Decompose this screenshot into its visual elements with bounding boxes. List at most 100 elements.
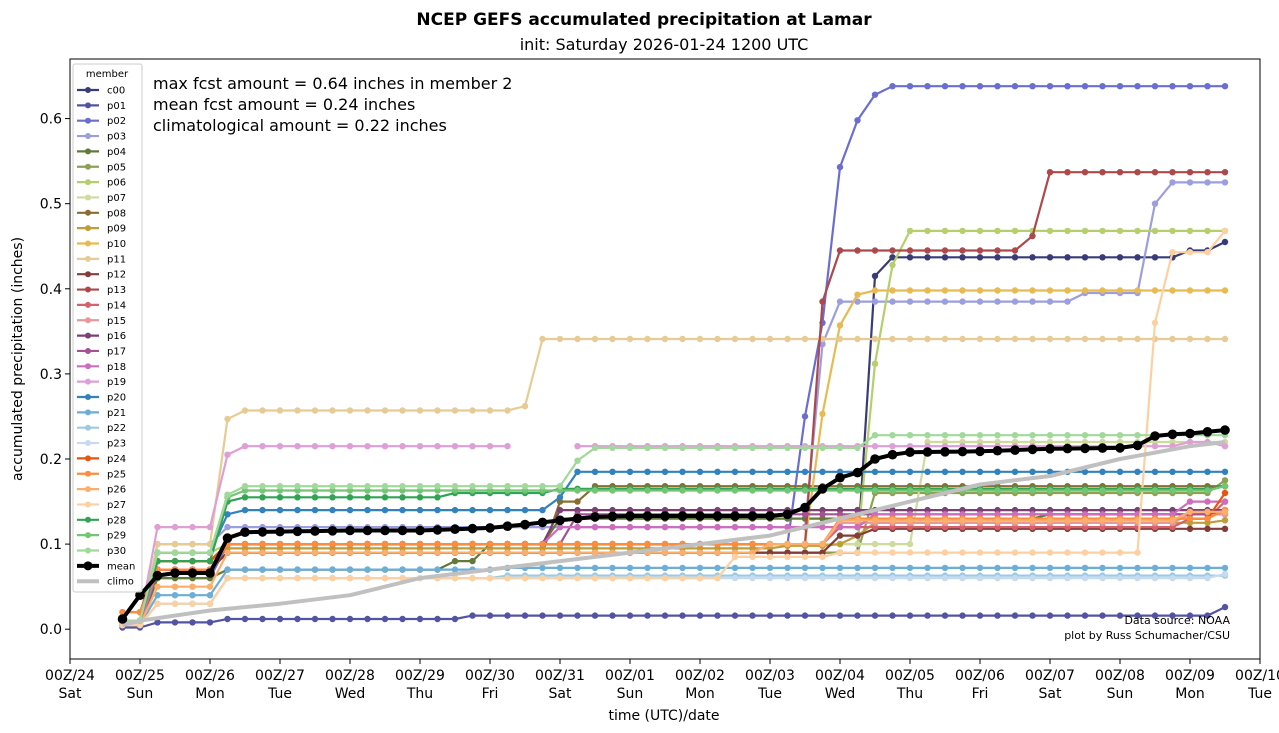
point-p18 (749, 523, 756, 531)
point-p06 (994, 227, 1001, 235)
y-axis-label: accumulated precipitation (inches) (10, 237, 26, 481)
point-p03 (1151, 200, 1159, 207)
mean-point (940, 447, 950, 457)
point-p11 (801, 335, 809, 343)
point-p20 (626, 468, 634, 475)
point-p10 (1169, 287, 1176, 294)
point-p21 (346, 566, 354, 573)
point-p21 (276, 566, 284, 573)
legend-item-p08: p08 (77, 208, 126, 219)
point-p25 (609, 540, 616, 548)
point-p11 (329, 407, 336, 414)
point-p25 (1186, 515, 1194, 522)
legend-item-p29: p29 (77, 531, 126, 542)
point-p26 (1046, 517, 1054, 524)
point-p11 (1169, 335, 1176, 343)
point-p25 (749, 540, 756, 548)
point-p27 (661, 574, 669, 582)
point-p26 (276, 549, 284, 556)
point-p27 (1011, 549, 1019, 556)
point-p02 (854, 117, 861, 124)
point-p01 (591, 612, 599, 619)
point-p26 (171, 583, 179, 590)
point-p20 (1134, 468, 1141, 475)
point-p30 (434, 483, 441, 490)
point-p04 (469, 557, 476, 565)
point-p28 (206, 557, 214, 565)
point-p28 (434, 494, 441, 501)
point-p10 (1064, 287, 1071, 294)
point-p11 (574, 335, 581, 343)
point-p21 (784, 564, 791, 572)
legend-label: p02 (107, 116, 126, 127)
legend-marker (85, 347, 91, 354)
point-p01 (189, 619, 196, 626)
point-p29 (1134, 487, 1141, 494)
point-p30 (994, 432, 1001, 439)
point-p29 (574, 487, 581, 494)
point-p29 (679, 487, 686, 494)
point-p28 (329, 494, 336, 501)
point-p27 (539, 574, 546, 582)
point-p02 (906, 83, 914, 90)
point-p30 (959, 432, 966, 439)
point-p07 (906, 540, 914, 548)
legend-item-p16: p16 (77, 331, 126, 342)
legend-item-p17: p17 (77, 346, 126, 357)
point-p26 (801, 540, 809, 548)
series-line-p11 (122, 337, 1225, 622)
point-p18 (696, 523, 704, 531)
point-p11 (766, 335, 774, 343)
point-p11 (381, 407, 389, 414)
point-p26 (941, 517, 949, 524)
data-source-credit: Data source: NOAA (1124, 614, 1230, 627)
x-tick-label: 00Z/06 (955, 668, 1005, 684)
point-p25 (364, 540, 371, 548)
mean-point (222, 533, 233, 543)
point-p01 (486, 612, 494, 619)
legend-item-p07: p07 (77, 193, 126, 204)
climo-line (122, 440, 1226, 627)
point-p27 (731, 553, 739, 561)
point-p28 (311, 494, 319, 501)
point-p27 (749, 553, 756, 561)
point-p26 (416, 549, 424, 556)
point-p25 (626, 540, 634, 548)
x-tick-label: 00Z/05 (885, 668, 935, 684)
point-p26 (1186, 508, 1194, 515)
point-p02 (1029, 83, 1036, 90)
point-p11 (1099, 335, 1106, 343)
legend-marker (85, 133, 91, 140)
x-tick-label: 00Z/30 (465, 668, 515, 684)
point-p20 (574, 468, 581, 475)
point-p30 (731, 444, 739, 452)
point-p01 (766, 612, 774, 619)
point-p11 (1011, 335, 1019, 343)
point-p06 (906, 227, 914, 235)
point-p11 (1029, 335, 1036, 343)
point-p27 (469, 574, 476, 582)
mean-point (310, 526, 320, 536)
point-p13 (1011, 247, 1019, 254)
point-p21 (189, 592, 196, 599)
mean-point (1167, 429, 1178, 440)
point-p21 (206, 592, 214, 599)
point-p06 (1134, 227, 1141, 235)
point-p20 (434, 506, 441, 514)
point-p21 (171, 592, 179, 599)
point-p27 (574, 574, 581, 582)
point-p23 (889, 574, 896, 582)
point-p21 (1134, 564, 1141, 572)
point-p01 (381, 615, 389, 623)
point-p02 (1099, 83, 1106, 90)
legend-item-p01: p01 (77, 101, 126, 112)
x-tick-label: 00Z/31 (535, 668, 585, 684)
point-p13 (994, 247, 1001, 254)
point-p01 (819, 612, 826, 619)
point-p21 (801, 564, 809, 572)
mean-point (292, 526, 303, 537)
point-p18 (556, 523, 564, 531)
legend-label: c00 (107, 86, 125, 97)
point-p01 (626, 612, 634, 619)
legend-marker (85, 301, 91, 308)
